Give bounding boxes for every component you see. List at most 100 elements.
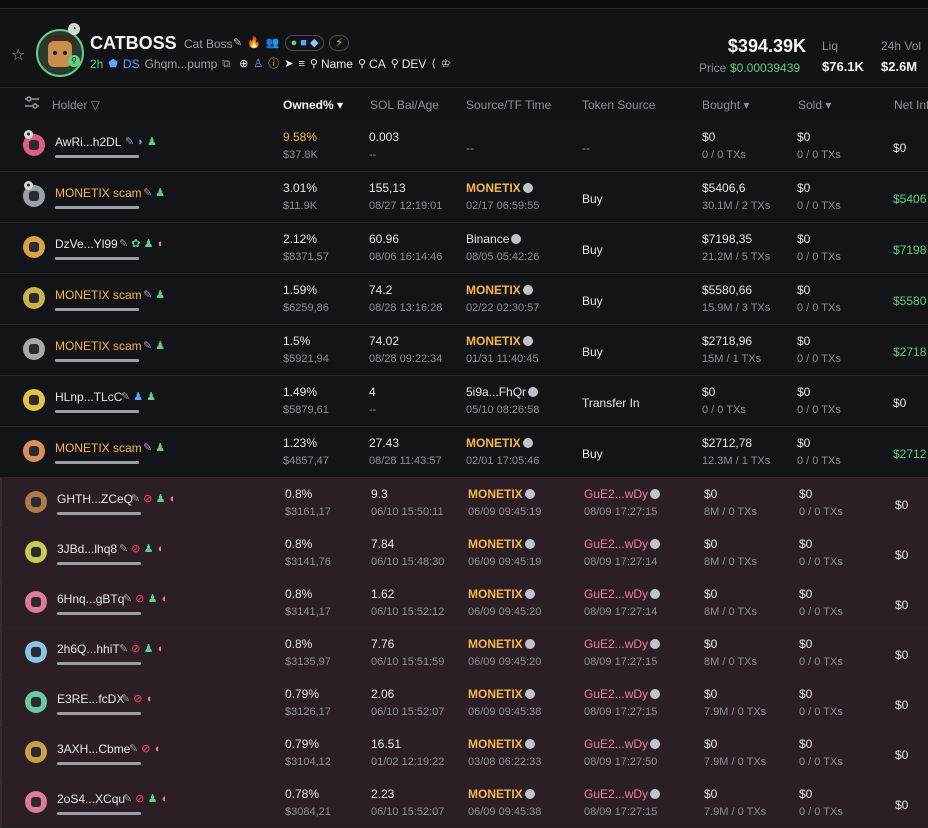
table-row[interactable]: 3JBd...lhq8 ✎ ⊘ ♟ ◖ 0.8% $3141,76 7.84 0… (0, 528, 928, 578)
token-source-address[interactable]: GuE2...wDy (584, 537, 661, 551)
header-holder[interactable]: Holder ▽ (52, 98, 100, 112)
header-bought[interactable]: Bought ▾ (702, 98, 750, 112)
source-label[interactable]: MONETIX (468, 487, 535, 501)
holder-avatar[interactable] (23, 338, 45, 360)
contract-address[interactable]: Ghqm...pump (144, 57, 218, 71)
header-owned[interactable]: Owned% ▾ (283, 98, 344, 112)
holder-avatar[interactable] (25, 691, 47, 713)
table-row[interactable]: 6Hnq...gBTq ✎ ⊘ ♟ ◖ 0.8% $3141,17 1.62 0… (0, 578, 928, 628)
search-ca-link[interactable]: ⚲ CA (358, 57, 386, 71)
edit-icon[interactable]: ✎ (123, 593, 133, 605)
search-name-link[interactable]: ⚲ Name (310, 57, 353, 71)
edit-icon[interactable]: ✎ (143, 289, 153, 301)
holder-name[interactable]: 3JBd...lhq8 (57, 542, 118, 556)
token-source-address[interactable]: GuE2...wDy (584, 787, 661, 801)
token-source-address[interactable]: GuE2...wDy (584, 487, 661, 501)
edit-icon[interactable]: ✎ (125, 136, 135, 148)
edit-icon[interactable]: ✎ (119, 643, 129, 655)
edit-icon[interactable]: ✎ (143, 340, 153, 352)
holder-avatar[interactable] (23, 236, 45, 258)
header-sol-bal[interactable]: SOL Bal/Age (370, 98, 439, 112)
source-label[interactable]: MONETIX (466, 283, 533, 297)
source-label[interactable]: MONETIX (468, 587, 535, 601)
token-avatar[interactable] (36, 29, 84, 77)
alert-icon[interactable]: ⓘ (268, 58, 280, 70)
edit-icon[interactable]: ✎ (121, 391, 131, 403)
table-row[interactable]: ● MONETIX scam ✎ ♟ 3.01% $11.9K 155,13 0… (0, 172, 928, 223)
holder-avatar[interactable] (25, 741, 47, 763)
filter-settings-icon[interactable] (24, 96, 40, 110)
header-token-source[interactable]: Token Source (582, 98, 656, 112)
holder-avatar[interactable] (25, 541, 47, 563)
edit-icon[interactable]: ✎ (119, 543, 129, 555)
token-source-address[interactable]: GuE2...wDy (584, 587, 661, 601)
table-row[interactable]: DzVe...Yl99 ✎ ✿ ♟ ◖ 2.12% $8371,57 60.96… (0, 223, 928, 274)
holder-name[interactable]: 3AXH...Cbme (57, 742, 131, 756)
edit-icon[interactable]: ✎ (143, 187, 153, 199)
holder-avatar[interactable] (25, 791, 47, 813)
edit-icon[interactable]: ✎ (121, 693, 131, 705)
table-row[interactable]: MONETIX scam ✎ ♟ 1.23% $4857,47 27.43 08… (0, 427, 928, 478)
ds-label[interactable]: DS (122, 57, 140, 71)
holder-name[interactable]: MONETIX scam (55, 441, 142, 455)
source-label[interactable]: MONETIX (468, 687, 535, 701)
holder-avatar[interactable] (25, 491, 47, 513)
edit-icon[interactable]: ✎ (123, 793, 133, 805)
source-label[interactable]: Binance (466, 232, 522, 246)
source-label[interactable]: MONETIX (466, 436, 533, 450)
holder-name[interactable]: 2oS4...XCqu (57, 792, 126, 806)
holder-avatar[interactable] (25, 641, 47, 663)
table-row[interactable]: ● AwRi...h2DL ✎ ◗ ♟ 9.58% $37.8K 0.003 -… (0, 121, 928, 172)
crown-icon[interactable]: ♔ (440, 58, 451, 70)
holder-avatar[interactable] (23, 185, 45, 207)
holder-name[interactable]: MONETIX scam (55, 186, 142, 200)
table-row[interactable]: 2oS4...XCqu ✎ ⊘ ♟ ◖ 0.78% $3084,21 2.23 … (0, 778, 928, 828)
edit-icon[interactable]: ✎ (131, 493, 141, 505)
table-row[interactable]: E3RE...fcDX ✎ ⊘ ◖ 0.79% $3126,17 2.06 06… (0, 678, 928, 728)
holder-name[interactable]: HLnp...TLcC (55, 390, 123, 404)
holder-name[interactable]: AwRi...h2DL (55, 135, 122, 149)
source-label[interactable]: MONETIX (468, 537, 535, 551)
header-sold[interactable]: Sold ▾ (798, 98, 832, 112)
token-source-address[interactable]: GuE2...wDy (584, 687, 661, 701)
favorite-star-icon[interactable]: ☆ (11, 47, 26, 64)
holder-name[interactable]: MONETIX scam (55, 288, 142, 302)
holder-avatar[interactable] (23, 440, 45, 462)
holder-avatar[interactable] (23, 389, 45, 411)
table-row[interactable]: 3AXH...Cbme ✎ ⊘ ◖ 0.79% $3104,12 16.51 0… (0, 728, 928, 778)
table-row[interactable]: GHTH...ZCeQ ✎ ⊘ ♟ ◖ 0.8% $3161,17 9.3 06… (0, 478, 928, 528)
edit-icon[interactable]: ✎ (143, 442, 153, 454)
source-label[interactable]: MONETIX (466, 181, 533, 195)
header-source[interactable]: Source/TF Time (466, 98, 552, 112)
list-icon[interactable]: ≡ (298, 58, 305, 70)
holder-avatar[interactable] (25, 591, 47, 613)
share-icon[interactable]: ⟨ (431, 58, 436, 70)
source-label[interactable]: 5i9a...FhQr (466, 385, 539, 399)
holder-avatar[interactable] (23, 134, 45, 156)
holder-avatar[interactable] (23, 287, 45, 309)
token-source-address[interactable]: GuE2...wDy (584, 637, 661, 651)
edit-icon[interactable]: ✎ (129, 743, 139, 755)
holder-name[interactable]: 6Hnq...gBTq (57, 592, 125, 606)
table-row[interactable]: MONETIX scam ✎ ♟ 1.5% $5921,94 74.02 08/… (0, 325, 928, 376)
user-icon[interactable]: ♙ (253, 58, 264, 70)
table-row[interactable]: MONETIX scam ✎ ♟ 1.59% $6259,86 74.2 08/… (0, 274, 928, 325)
source-label[interactable]: MONETIX (468, 637, 535, 651)
source-label[interactable]: MONETIX (468, 737, 535, 751)
token-source-address[interactable]: GuE2...wDy (584, 737, 661, 751)
holder-name[interactable]: E3RE...fcDX (57, 692, 125, 706)
holder-name[interactable]: 2h6Q...hhiT (57, 642, 120, 656)
source-label[interactable]: MONETIX (468, 787, 535, 801)
search-dev-link[interactable]: ⚲ DEV (391, 57, 427, 71)
holder-name[interactable]: GHTH...ZCeQ (57, 492, 134, 506)
header-net[interactable]: Net Inf (894, 98, 928, 112)
table-row[interactable]: 2h6Q...hhiT ✎ ⊘ ♟ ◖ 0.8% $3135,97 7.76 0… (0, 628, 928, 678)
source-label[interactable]: MONETIX (466, 334, 533, 348)
holder-name[interactable]: DzVe...Yl99 (55, 237, 118, 251)
website-icon[interactable]: ⊕ (239, 58, 249, 70)
holder-name[interactable]: MONETIX scam (55, 339, 142, 353)
copy-icon[interactable]: ⧉ (222, 58, 231, 70)
table-row[interactable]: HLnp...TLcC ✎ ♟ ♟ 1.49% $5879,61 4 -- 5i… (0, 376, 928, 427)
funnel-icon[interactable]: ▽ (90, 98, 100, 112)
edit-icon[interactable]: ✎ (233, 37, 243, 49)
